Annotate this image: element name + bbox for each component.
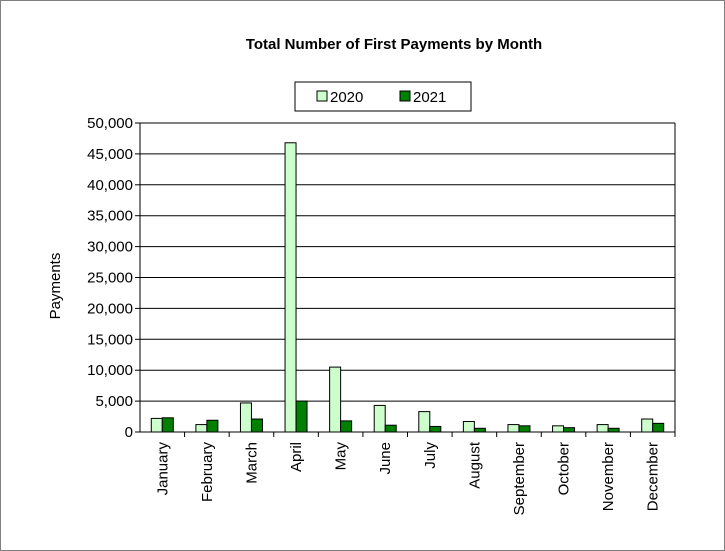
bar-2021-february — [206, 419, 219, 433]
bar-2021-april — [295, 400, 308, 433]
y-tick-label: 20,000 — [87, 300, 133, 317]
x-tick-label: May — [333, 442, 350, 471]
y-tick-label: 40,000 — [87, 177, 133, 194]
y-tick-label: 15,000 — [87, 331, 133, 348]
bar-2021-august — [473, 427, 486, 433]
bar-2020-march — [239, 402, 252, 433]
chart-title: Total Number of First Payments by Month — [246, 36, 542, 53]
x-tick-label: December — [645, 442, 662, 511]
x-tick-label: August — [466, 441, 483, 489]
legend-swatch-2020 — [316, 90, 328, 102]
bar-2021-november — [607, 427, 620, 433]
bar-2020-november — [596, 424, 609, 433]
bar-2020-july — [418, 411, 431, 433]
bar-2020-december — [641, 418, 654, 433]
legend-label-2020: 2020 — [330, 89, 363, 106]
bar-2020-january — [150, 417, 163, 433]
bar-2020-may — [329, 366, 342, 433]
bar-2021-december — [652, 422, 665, 433]
x-tick-label: July — [422, 442, 439, 469]
bar-2021-july — [429, 425, 442, 433]
bar-2020-february — [195, 424, 208, 433]
y-tick-label: 5,000 — [95, 393, 133, 410]
y-tick-label: 50,000 — [87, 115, 133, 132]
bar-2020-september — [507, 424, 520, 433]
y-tick-label: 10,000 — [87, 362, 133, 379]
bar-2020-june — [373, 404, 386, 433]
y-tick-label: 30,000 — [87, 239, 133, 256]
x-tick-label: September — [511, 442, 528, 515]
legend-label-2021: 2021 — [413, 89, 446, 106]
bar-2020-april — [284, 142, 297, 433]
x-tick-label: April — [288, 442, 305, 472]
y-tick-label: 35,000 — [87, 208, 133, 225]
plot-area: 0 5,000 10,000 15,000 20,000 25,000 30,000 35,0… — [87, 115, 676, 515]
bar-2020-august — [462, 420, 475, 433]
bar-2020-october — [552, 425, 565, 433]
bar-2021-march — [250, 418, 263, 433]
x-tick-label: October — [556, 442, 573, 495]
y-tick-label: 45,000 — [87, 146, 133, 163]
x-tick-label: November — [600, 442, 617, 511]
y-axis-label: Payments — [47, 253, 64, 320]
x-tick-label: June — [377, 442, 394, 475]
x-tick-label: March — [243, 442, 260, 484]
bar-2021-june — [384, 424, 397, 433]
legend: 2020 2021 — [294, 81, 472, 112]
legend-swatch-2021 — [399, 90, 411, 102]
bar-2021-september — [518, 425, 531, 433]
bar-2021-october — [563, 427, 576, 433]
x-tick-label: February — [199, 442, 216, 503]
y-tick-label: 0 — [125, 424, 133, 441]
bar-2021-may — [340, 420, 353, 433]
y-tick-label: 25,000 — [87, 270, 133, 287]
x-tick-label: January — [154, 442, 171, 496]
bar-2021-january — [161, 417, 174, 433]
